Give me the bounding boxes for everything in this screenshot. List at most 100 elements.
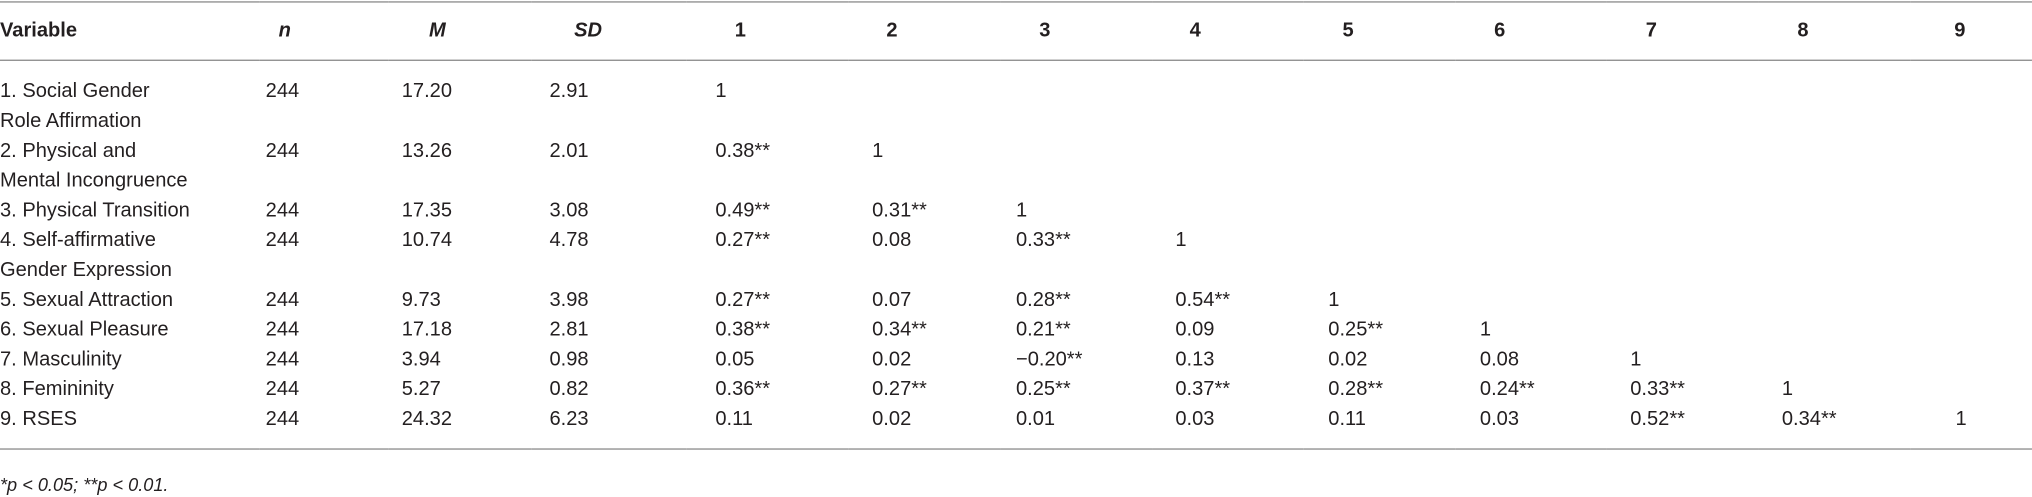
value-cell: 244 bbox=[265, 229, 300, 252]
variable-cell: 1. Social Gender Role Affirmation bbox=[0, 60, 259, 136]
empty-cell bbox=[1607, 60, 1759, 136]
value-cell: 0.28** bbox=[1015, 288, 1071, 312]
empty-cell bbox=[1607, 225, 1759, 285]
value-cell: 244 bbox=[265, 288, 300, 312]
value-cell: 1 bbox=[1630, 348, 1642, 371]
value-cell: 0.37** bbox=[1175, 378, 1231, 401]
value-cell: 0.28** bbox=[1328, 378, 1384, 401]
empty-cell bbox=[1000, 136, 1152, 196]
empty-cell bbox=[1455, 196, 1607, 226]
value-cell: 0.05 bbox=[715, 348, 755, 371]
header-cell: SD bbox=[574, 19, 603, 42]
header-cell: M bbox=[428, 19, 446, 42]
value-cell: 1 bbox=[715, 80, 727, 103]
value-cell: 0.03 bbox=[1175, 408, 1215, 431]
empty-cell bbox=[1607, 136, 1759, 196]
empty-cell bbox=[1910, 345, 2032, 375]
empty-cell bbox=[1455, 285, 1607, 315]
value-cell: 0.54** bbox=[1175, 288, 1231, 312]
variable-line: 3. Physical Transition bbox=[0, 199, 190, 222]
value-cell: 0.02 bbox=[872, 408, 912, 431]
value-cell: 17.18 bbox=[401, 318, 453, 341]
value-cell: 17.35 bbox=[401, 199, 453, 222]
value-cell: 0.25** bbox=[1015, 378, 1071, 401]
value-cell: 0.33** bbox=[1015, 229, 1071, 252]
value-cell: 0.27** bbox=[715, 229, 771, 252]
variable-line: Mental Incongruence bbox=[0, 169, 188, 192]
header-cell: 3 bbox=[1039, 19, 1051, 42]
empty-cell bbox=[1455, 225, 1607, 285]
empty-cell bbox=[1759, 315, 1911, 345]
value-cell: 244 bbox=[265, 199, 300, 222]
value-cell: 0.09 bbox=[1175, 318, 1215, 341]
value-cell: 0.08 bbox=[872, 229, 912, 252]
empty-cell bbox=[1455, 136, 1607, 196]
value-cell: 24.32 bbox=[401, 408, 453, 431]
value-cell: 0.11 bbox=[715, 408, 753, 431]
variable-line: 9. RSES bbox=[0, 408, 78, 431]
value-cell: 0.31** bbox=[872, 199, 927, 222]
empty-cell bbox=[1759, 196, 1911, 226]
value-cell: 244 bbox=[265, 80, 300, 103]
empty-cell bbox=[1304, 136, 1456, 196]
variable-line: 6. Sexual Pleasure bbox=[0, 318, 169, 341]
value-cell: 244 bbox=[265, 408, 300, 431]
value-cell: 3.98 bbox=[549, 288, 589, 312]
value-cell: 0.98 bbox=[549, 348, 589, 371]
empty-cell bbox=[1152, 136, 1304, 196]
value-cell: 0.33** bbox=[1630, 378, 1685, 401]
header-cell: 1 bbox=[734, 19, 746, 42]
value-cell: 10.74 bbox=[401, 229, 453, 252]
empty-cell bbox=[1910, 60, 2032, 136]
value-cell: 0.38** bbox=[715, 318, 771, 341]
value-cell: 1 bbox=[1479, 318, 1492, 341]
value-cell: 0.21** bbox=[1015, 318, 1071, 341]
empty-cell bbox=[1910, 315, 2032, 345]
value-cell: 0.02 bbox=[872, 348, 912, 371]
value-cell: 0.24** bbox=[1479, 378, 1535, 401]
empty-cell bbox=[1759, 285, 1911, 315]
empty-cell bbox=[1304, 225, 1456, 285]
variable-cell: 4. Self-affirmative Gender Expression bbox=[0, 225, 259, 285]
footnote: *p < 0.05; **p < 0.01. bbox=[0, 474, 169, 496]
value-cell: 0.38** bbox=[715, 139, 771, 162]
variable-line: 4. Self-affirmative bbox=[0, 229, 156, 252]
value-cell: 1 bbox=[1781, 378, 1794, 401]
empty-cell bbox=[1910, 225, 2032, 285]
variable-line: 2. Physical and bbox=[0, 139, 137, 162]
value-cell: 6.23 bbox=[549, 408, 589, 431]
header-cell: 6 bbox=[1494, 19, 1506, 42]
value-cell: 0.36** bbox=[715, 378, 771, 401]
empty-cell bbox=[1152, 60, 1304, 136]
table-row: 2. Physical and Mental Incongruence 244 13.… bbox=[0, 136, 2032, 196]
value-cell: 0.49** bbox=[715, 199, 771, 222]
value-cell: 5.27 bbox=[401, 378, 441, 401]
empty-cell bbox=[1759, 60, 1911, 136]
variable-line: 1. Social Gender bbox=[0, 80, 150, 103]
value-cell: 2.01 bbox=[549, 139, 589, 162]
value-cell: 9.73 bbox=[401, 288, 441, 312]
value-cell: 0.11 bbox=[1328, 408, 1366, 431]
value-cell: 0.25** bbox=[1328, 318, 1384, 341]
header-cell: Variable bbox=[0, 19, 78, 42]
table-row: 4. Self-affirmative Gender Expression 244 1… bbox=[0, 225, 2032, 285]
value-cell: 0.82 bbox=[549, 378, 589, 401]
value-cell: 0.13 bbox=[1175, 348, 1215, 371]
empty-cell bbox=[1910, 375, 2032, 405]
empty-cell bbox=[1759, 345, 1911, 375]
variable-cell: 2. Physical and Mental Incongruence bbox=[0, 136, 259, 196]
value-cell: 13.26 bbox=[401, 139, 453, 162]
empty-cell bbox=[1607, 315, 1759, 345]
table-row: 7. Masculinity 244 3.94 0.98 0.05 0.02 −0.20**… bbox=[0, 345, 2032, 375]
value-cell: 0.01 bbox=[1015, 408, 1056, 431]
value-cell: 1 bbox=[872, 139, 884, 162]
table-row: 5. Sexual Attraction 244 9.73 3.98 0.27** 0.0… bbox=[0, 285, 2032, 315]
value-cell: 0.08 bbox=[1479, 348, 1520, 371]
value-cell: 0.27** bbox=[872, 378, 927, 401]
value-cell: 0.02 bbox=[1328, 348, 1368, 371]
variable-cell: 5. Sexual Attraction bbox=[0, 285, 259, 315]
value-cell: 3.94 bbox=[401, 348, 441, 371]
value-cell: 2.91 bbox=[549, 80, 589, 103]
header-cell: 9 bbox=[1954, 19, 1966, 42]
header-cell: 2 bbox=[886, 19, 898, 42]
